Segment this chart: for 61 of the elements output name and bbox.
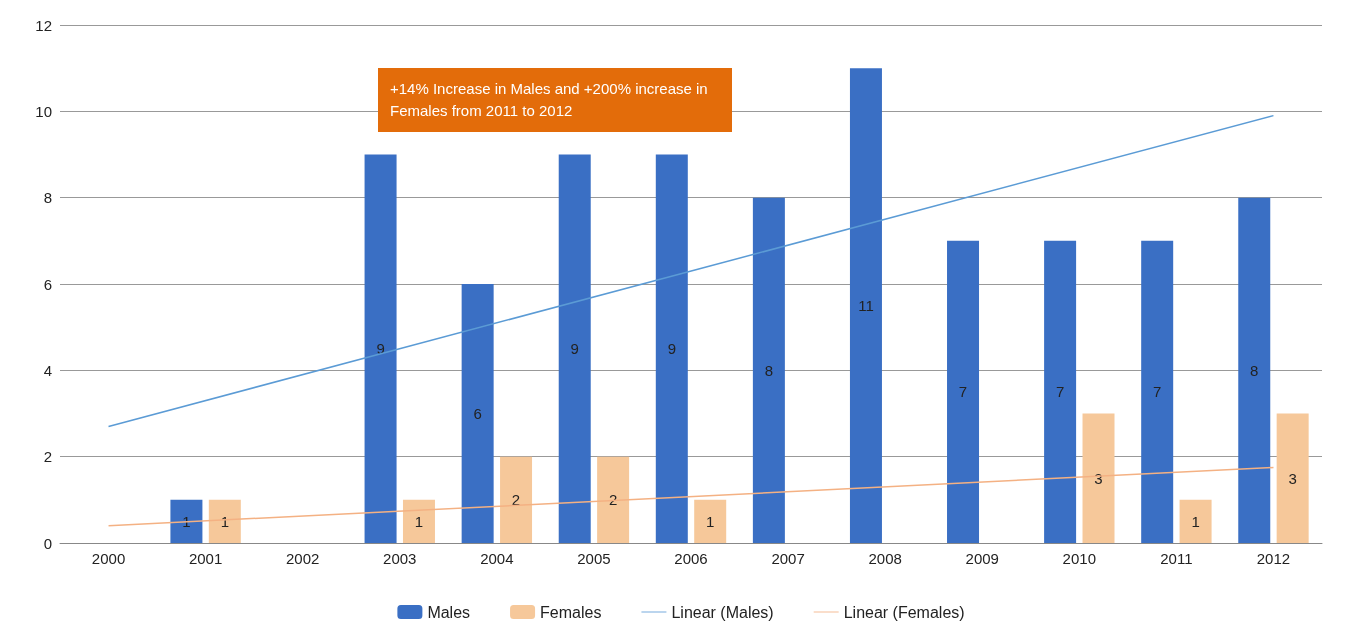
- x-tick-label: 2008: [868, 550, 902, 567]
- data-label: 1: [220, 512, 229, 530]
- data-label: 2: [511, 491, 521, 509]
- bar: [1082, 413, 1115, 543]
- bar: [1276, 413, 1309, 543]
- legend-label: Males: [427, 603, 471, 621]
- bar: [170, 499, 203, 543]
- bar: [1179, 499, 1212, 543]
- data-label: 9: [570, 340, 579, 358]
- y-tick-label: 12: [35, 16, 52, 34]
- data-label: 9: [667, 340, 676, 358]
- x-tick-label: 2007: [771, 550, 805, 567]
- x-tick-label: 2003: [383, 550, 417, 567]
- bar: [849, 68, 882, 543]
- bar: [500, 456, 533, 543]
- y-tick-label: 0: [43, 534, 52, 552]
- x-tick-label: 2009: [965, 550, 999, 567]
- y-tick-label: 4: [43, 361, 52, 379]
- y-tick-label: 10: [35, 102, 52, 120]
- data-label: 8: [1250, 361, 1259, 379]
- data-label: 3: [1288, 469, 1297, 487]
- y-tick-label: 8: [43, 189, 52, 207]
- bar: [1238, 197, 1271, 543]
- bar: [655, 154, 688, 543]
- bar: [752, 197, 785, 543]
- x-tick-label: 2004: [480, 550, 514, 567]
- data-label: 6: [473, 405, 482, 422]
- legend-label: Linear (Males): [671, 603, 774, 621]
- bar: [461, 284, 494, 543]
- x-tick-label: 2001: [188, 550, 223, 567]
- x-tick-label: 2010: [1062, 550, 1096, 567]
- data-label: 3: [1094, 469, 1103, 487]
- data-label: 7: [958, 383, 968, 401]
- y-tick-label: 6: [43, 275, 52, 293]
- bar: [1141, 240, 1174, 543]
- x-tick-label: 2012: [1256, 550, 1291, 567]
- bar: [597, 456, 630, 543]
- data-label: 1: [1191, 512, 1200, 530]
- data-label: 1: [706, 512, 715, 530]
- bar: [364, 154, 397, 543]
- legend-label: Linear (Females): [843, 603, 965, 621]
- bar: [208, 499, 241, 543]
- annotation: +14% Increase in Males and +200% increase in Females from 2011 to 2012: [378, 68, 732, 132]
- bar: [947, 240, 980, 543]
- x-tick-label: 2005: [577, 550, 611, 567]
- data-label: 8: [764, 361, 774, 379]
- data-label: 7: [1153, 383, 1162, 401]
- data-label: 1: [414, 512, 424, 530]
- data-label: 9: [376, 340, 385, 358]
- data-label: 11: [858, 297, 874, 315]
- bar: [694, 499, 727, 543]
- data-label: 7: [1055, 383, 1065, 401]
- x-tick-label: 2002: [286, 550, 320, 567]
- bar: [1044, 240, 1077, 543]
- x-tick-label: 2006: [674, 550, 708, 567]
- x-tick-label: 2011: [1160, 550, 1193, 567]
- bar: [558, 154, 591, 543]
- x-tick-label: 2000: [91, 550, 126, 567]
- legend-label: Females: [540, 603, 602, 621]
- y-tick-label: 2: [43, 448, 52, 466]
- bar: [402, 499, 435, 543]
